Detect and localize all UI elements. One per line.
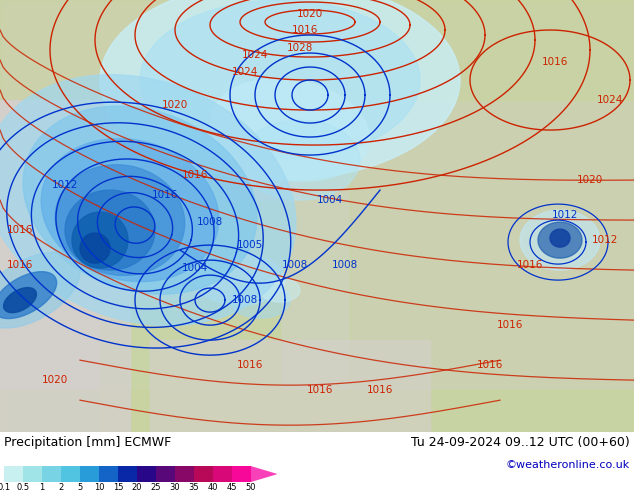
Bar (61, 466, 80, 482)
Text: Precipitation [mm] ECMWF: Precipitation [mm] ECMWF (4, 436, 171, 449)
Text: 1008: 1008 (282, 260, 308, 270)
Bar (232, 466, 251, 482)
Text: 40: 40 (208, 483, 218, 490)
Text: Tu 24-09-2024 09..12 UTC (00+60): Tu 24-09-2024 09..12 UTC (00+60) (411, 436, 630, 449)
Polygon shape (220, 80, 300, 200)
Text: 0.1: 0.1 (0, 483, 11, 490)
Text: 1016: 1016 (237, 360, 263, 370)
Polygon shape (65, 190, 155, 270)
Text: 30: 30 (170, 483, 180, 490)
Bar (118, 466, 137, 482)
Text: 1016: 1016 (307, 385, 333, 395)
Polygon shape (195, 255, 285, 305)
Text: 1016: 1016 (152, 190, 178, 200)
Bar (80, 466, 99, 482)
Text: 1020: 1020 (297, 9, 323, 19)
Bar (137, 466, 156, 482)
Bar (42, 466, 61, 482)
Text: 2: 2 (58, 483, 63, 490)
Text: ©weatheronline.co.uk: ©weatheronline.co.uk (506, 460, 630, 470)
Polygon shape (550, 229, 570, 247)
Polygon shape (100, 0, 460, 180)
Polygon shape (251, 466, 278, 482)
Polygon shape (130, 60, 350, 432)
Text: 1012: 1012 (592, 235, 618, 245)
Text: 1024: 1024 (597, 95, 623, 105)
Bar (156, 466, 175, 482)
Text: 1016: 1016 (517, 260, 543, 270)
Text: 45: 45 (227, 483, 237, 490)
Text: 1008: 1008 (232, 295, 258, 305)
Polygon shape (520, 210, 600, 270)
Text: 1020: 1020 (577, 175, 603, 185)
Polygon shape (350, 0, 634, 432)
Text: 1004: 1004 (182, 263, 208, 273)
Text: 1024: 1024 (232, 67, 258, 77)
Text: 1016: 1016 (182, 170, 208, 180)
Bar (99, 466, 118, 482)
Text: 1016: 1016 (367, 385, 393, 395)
Polygon shape (210, 79, 369, 181)
Polygon shape (240, 120, 360, 200)
Text: 1012: 1012 (552, 210, 578, 220)
Bar (4, 466, 23, 482)
Text: 1016: 1016 (292, 25, 318, 35)
Text: 35: 35 (189, 483, 199, 490)
Polygon shape (0, 0, 634, 432)
Polygon shape (0, 271, 56, 318)
Polygon shape (80, 233, 110, 263)
Text: 15: 15 (113, 483, 123, 490)
Text: 1016: 1016 (7, 260, 33, 270)
Polygon shape (0, 390, 634, 432)
Text: 1016: 1016 (477, 360, 503, 370)
Polygon shape (100, 300, 280, 432)
Text: 1028: 1028 (287, 43, 313, 53)
Bar (23, 466, 42, 482)
Text: 50: 50 (246, 483, 256, 490)
Text: 1016: 1016 (542, 57, 568, 67)
Text: 0.5: 0.5 (16, 483, 30, 490)
Bar (213, 466, 232, 482)
Polygon shape (140, 0, 420, 160)
Polygon shape (72, 212, 128, 268)
Text: 1016: 1016 (7, 225, 33, 235)
Polygon shape (538, 222, 582, 258)
Text: 1005: 1005 (237, 240, 263, 250)
Text: 25: 25 (151, 483, 161, 490)
Text: 1020: 1020 (162, 100, 188, 110)
Text: 20: 20 (132, 483, 142, 490)
Text: 10: 10 (94, 483, 104, 490)
Polygon shape (260, 278, 300, 302)
Polygon shape (0, 0, 634, 100)
Polygon shape (41, 139, 219, 282)
Bar (194, 466, 213, 482)
Polygon shape (230, 282, 290, 318)
Polygon shape (55, 165, 184, 275)
Polygon shape (150, 340, 430, 432)
Text: 1016: 1016 (497, 320, 523, 330)
Text: 1020: 1020 (42, 375, 68, 385)
Polygon shape (4, 288, 36, 313)
Polygon shape (0, 252, 80, 328)
Text: 5: 5 (77, 483, 82, 490)
Polygon shape (0, 100, 130, 432)
Polygon shape (0, 74, 296, 325)
Polygon shape (23, 106, 257, 294)
Text: 1024: 1024 (242, 50, 268, 60)
Text: 1: 1 (39, 483, 44, 490)
Text: 1004: 1004 (317, 195, 343, 205)
Text: 1008: 1008 (197, 217, 223, 227)
Text: 1008: 1008 (332, 260, 358, 270)
Text: 1012: 1012 (52, 180, 78, 190)
Bar (175, 466, 194, 482)
